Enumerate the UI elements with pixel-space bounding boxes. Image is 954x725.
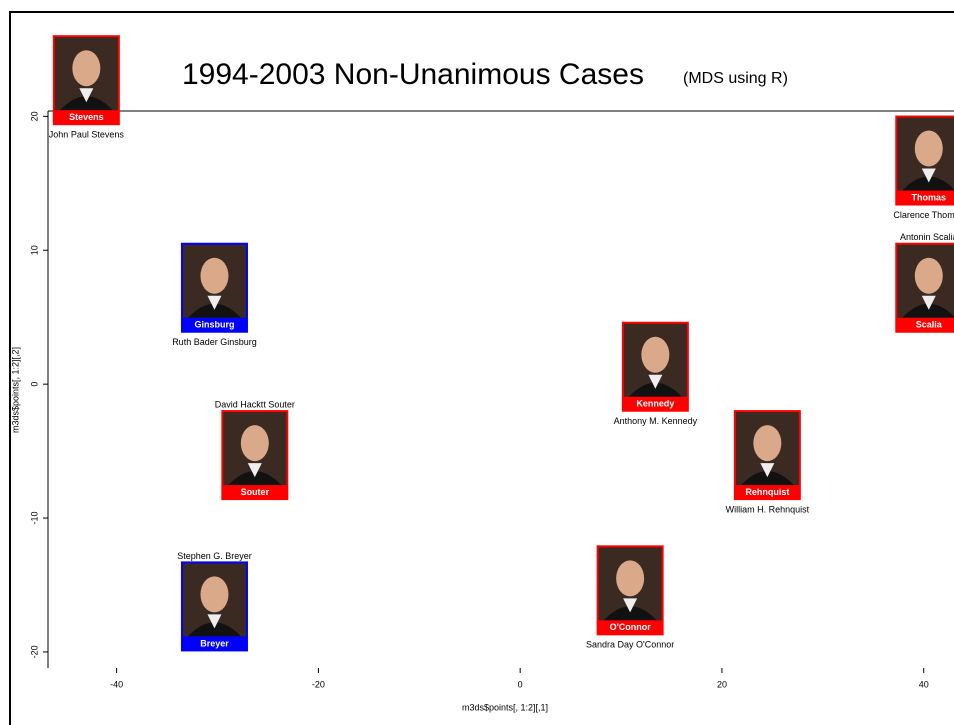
portrait-body (740, 471, 794, 486)
portrait-face (240, 425, 269, 462)
portrait: Souter (221, 410, 289, 501)
portrait-body (902, 303, 954, 318)
portrait-body (187, 622, 241, 637)
point-label: John Paul Stevens (49, 130, 125, 140)
portrait-collar (921, 295, 936, 310)
portrait-badge (896, 190, 954, 205)
badge-label: Stevens (69, 112, 104, 122)
x-tick-label: -20 (312, 679, 325, 689)
point-label: Antonin Scalia (900, 232, 954, 242)
portrait-body (902, 176, 954, 191)
portrait-badge (896, 317, 954, 332)
x-tick-label: 20 (717, 679, 727, 689)
portrait-face (616, 560, 645, 597)
portrait-face (753, 425, 782, 462)
portrait-body (59, 96, 113, 111)
portrait-badge (597, 620, 663, 635)
badge-label: O'Connor (610, 622, 652, 632)
point-label: Clarence Thomas (893, 210, 954, 220)
y-axis-label: m3ds$points[, 1:2][,2] (10, 347, 20, 433)
portrait-body (603, 606, 657, 621)
point-label: David Hacktt Souter (215, 399, 295, 409)
frame (9, 11, 954, 725)
point-label: William H. Rehnquist (726, 504, 810, 514)
portrait-face (641, 336, 670, 373)
badge-label: Ginsburg (194, 320, 234, 330)
portrait-collar (921, 168, 936, 183)
badge-label: Souter (241, 487, 270, 497)
portrait-face (914, 130, 943, 167)
plot-area: 1994-2003 Non-Unanimous Cases (MDS using… (10, 35, 954, 712)
y-tick-label: -10 (29, 512, 39, 525)
badge-label: Kennedy (636, 399, 674, 409)
portrait-badge (53, 110, 119, 125)
portrait-face (200, 257, 229, 294)
portrait: Rehnquist (733, 410, 801, 501)
y-tick-label: 10 (29, 245, 39, 255)
chart-title: 1994-2003 Non-Unanimous Cases (182, 58, 644, 91)
portrait-collar (623, 598, 638, 613)
portrait-badge (181, 636, 247, 651)
portrait: Thomas (895, 115, 954, 206)
x-tick-label: 40 (919, 679, 929, 689)
portrait-body (187, 303, 241, 318)
portrait-face (914, 257, 943, 294)
portrait-body (628, 382, 682, 397)
point-label: Sandra Day O'Connor (586, 640, 674, 650)
portrait: Kennedy (621, 321, 689, 412)
portrait: O'Connor (596, 545, 664, 636)
portrait-collar (648, 374, 663, 389)
badge-label: Rehnquist (745, 487, 789, 497)
portrait: Ginsburg (180, 242, 248, 333)
portrait-badge (181, 317, 247, 332)
badge-label: Thomas (912, 192, 947, 202)
point-label: Anthony M. Kennedy (614, 416, 698, 426)
x-tick-label: -40 (110, 679, 123, 689)
portrait-collar (760, 463, 775, 478)
portrait-collar (247, 463, 262, 478)
portrait-badge (222, 485, 288, 500)
y-tick-label: 0 (29, 382, 39, 387)
portrait-face (72, 50, 101, 87)
portrait-collar (207, 614, 222, 629)
y-tick-label: -20 (29, 645, 39, 658)
portrait-collar (79, 88, 94, 103)
x-axis-label: m3ds$points[, 1:2][,1] (462, 702, 548, 712)
portrait-collar (207, 295, 222, 310)
portrait: Breyer (180, 561, 248, 652)
badge-label: Breyer (200, 638, 229, 648)
chart-subtitle: (MDS using R) (683, 70, 788, 87)
portrait-badge (622, 396, 688, 411)
point-label: Stephen G. Breyer (177, 551, 252, 561)
x-tick-label: 0 (518, 679, 523, 689)
point-label: Ruth Bader Ginsburg (172, 337, 257, 347)
portrait: Stevens (52, 35, 120, 126)
portrait: Scalia (895, 242, 954, 333)
portrait-body (228, 471, 282, 486)
portrait-badge (734, 485, 800, 500)
portrait-face (200, 576, 229, 613)
y-tick-label: 20 (29, 111, 39, 121)
badge-label: Scalia (916, 320, 943, 330)
